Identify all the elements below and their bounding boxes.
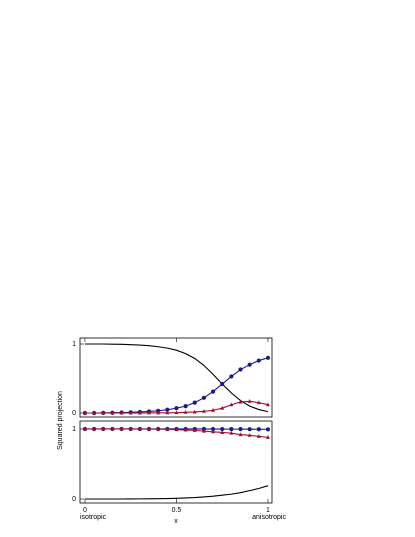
data-point — [128, 410, 133, 415]
y-tick-label: 0 — [72, 410, 76, 417]
x-tick-label: 1 — [266, 507, 270, 514]
data-point — [238, 399, 243, 404]
data-point — [192, 428, 197, 432]
data-point — [220, 405, 225, 410]
data-point — [265, 355, 271, 360]
data-point — [110, 410, 115, 415]
data-point — [220, 426, 225, 432]
data-point — [119, 410, 124, 415]
annotation: isotropic — [80, 514, 107, 521]
data-point — [165, 410, 170, 415]
data-point — [256, 358, 261, 363]
series-line — [84, 343, 269, 413]
y-tick-label: 0 — [72, 496, 76, 503]
data-point — [183, 410, 188, 414]
data-point — [183, 427, 188, 432]
plot-frame — [79, 420, 273, 504]
data-point — [137, 410, 142, 415]
data-point — [211, 429, 216, 434]
y-tick-label: 1 — [72, 426, 76, 433]
data-point — [238, 427, 243, 432]
data-point — [92, 426, 97, 431]
data-point — [119, 426, 124, 431]
data-point — [220, 430, 225, 434]
data-point — [265, 435, 270, 439]
x-tick-label: 0 — [83, 507, 87, 514]
series-line — [84, 357, 269, 414]
data-point — [220, 381, 225, 387]
data-point — [165, 407, 170, 412]
data-point — [128, 426, 133, 431]
data-point — [156, 410, 161, 415]
y-axis-label: Squared projection — [57, 391, 64, 450]
data-point — [201, 409, 206, 413]
data-point — [165, 427, 170, 431]
data-point — [192, 400, 197, 405]
data-point — [201, 395, 207, 400]
data-point — [247, 433, 252, 437]
data-point — [101, 426, 106, 431]
series-line — [84, 485, 269, 500]
x-tick-label: 0.5 — [172, 507, 182, 514]
data-point — [238, 432, 243, 437]
plot-frame — [79, 337, 273, 418]
data-point — [229, 427, 234, 432]
data-point — [147, 410, 152, 415]
data-point — [174, 406, 179, 411]
data-point — [82, 426, 87, 431]
data-point — [92, 410, 97, 415]
data-point — [201, 428, 206, 433]
data-point — [229, 430, 234, 435]
data-point — [110, 426, 115, 431]
data-point — [229, 374, 234, 379]
y-tick-label: 1 — [72, 341, 76, 348]
data-point — [192, 409, 197, 414]
data-point — [210, 389, 216, 394]
data-point — [211, 408, 216, 412]
data-point — [210, 426, 216, 432]
data-point — [265, 402, 270, 407]
annotation: anisotropic — [252, 514, 286, 521]
data-point — [156, 426, 161, 431]
data-point — [137, 426, 142, 431]
x-axis-label: x — [174, 518, 178, 525]
data-point — [247, 427, 252, 432]
data-point — [247, 362, 252, 367]
data-point — [183, 403, 188, 409]
data-point — [247, 399, 252, 403]
data-point — [82, 410, 87, 415]
data-point — [256, 434, 261, 438]
data-point — [101, 410, 106, 415]
data-point — [256, 400, 261, 405]
data-point — [174, 410, 179, 415]
data-point — [265, 427, 271, 432]
data-point — [229, 402, 234, 407]
data-point — [174, 427, 179, 432]
data-point — [256, 427, 261, 432]
data-point — [147, 426, 152, 431]
data-point — [238, 367, 243, 372]
